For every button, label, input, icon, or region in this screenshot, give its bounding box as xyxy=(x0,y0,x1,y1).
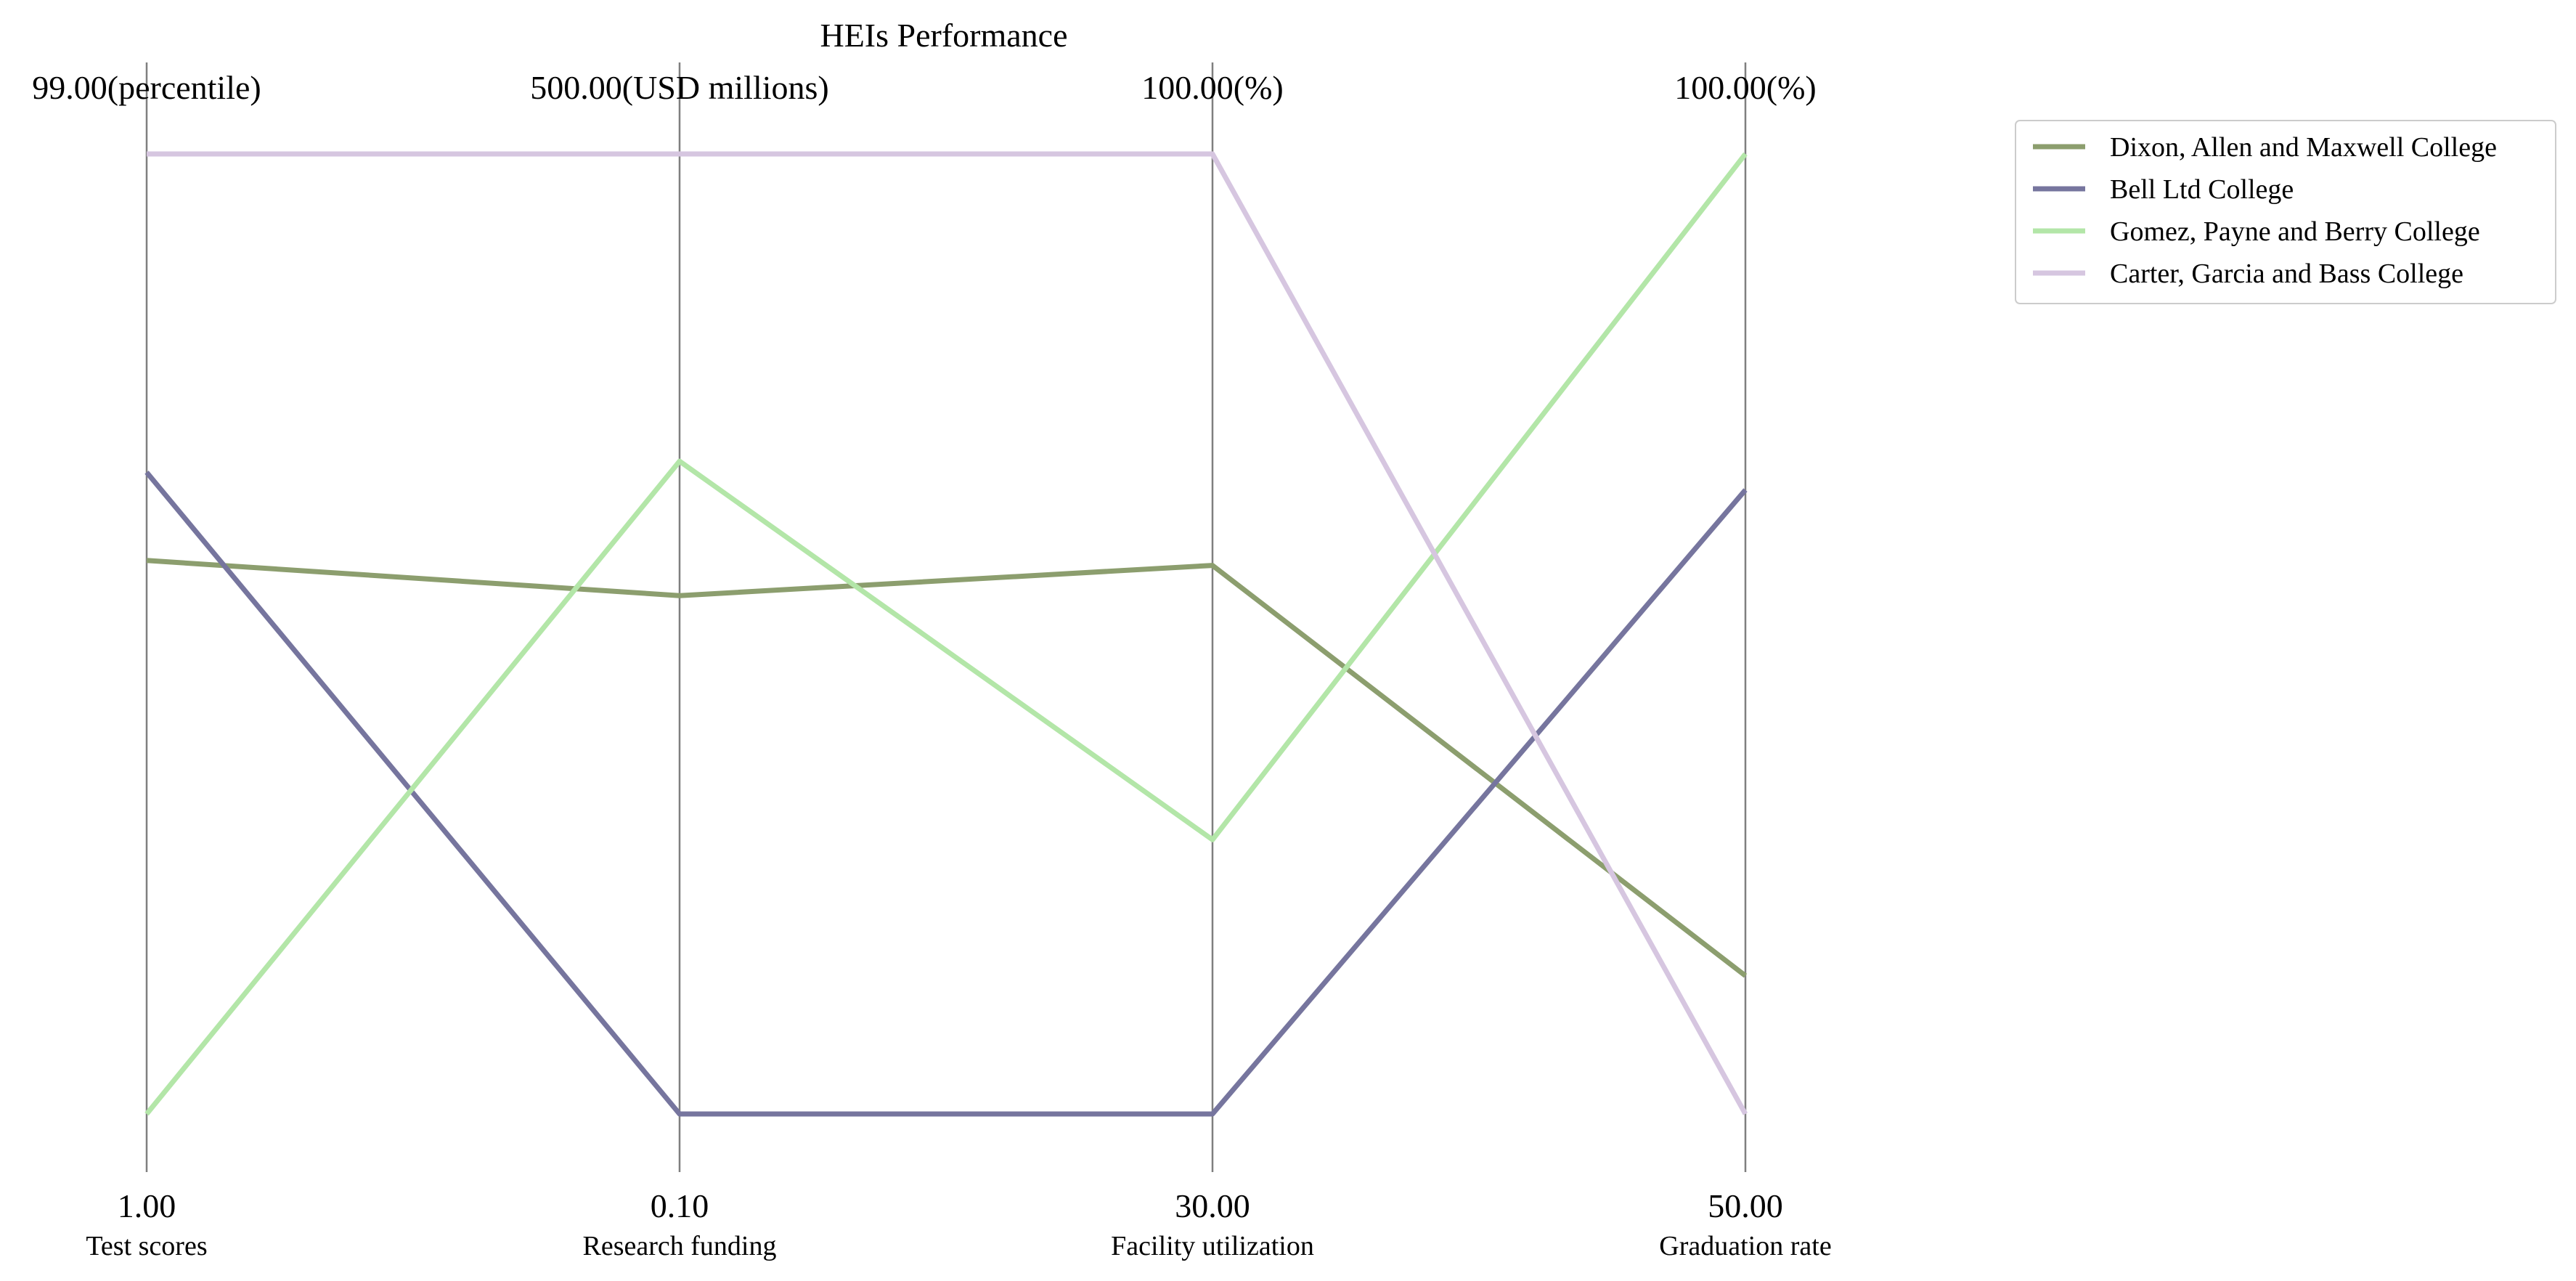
series-line-2 xyxy=(144,152,1748,1116)
axis-min-label-graduation-rate: 50.00 xyxy=(1708,1187,1783,1224)
chart-title: HEIs Performance xyxy=(820,17,1067,54)
legend-label-0: Dixon, Allen and Maxwell College xyxy=(2110,132,2497,163)
axes-layer xyxy=(145,62,1747,1172)
axis-name-test-scores: Test scores xyxy=(86,1231,207,1261)
legend-label-2: Gomez, Payne and Berry College xyxy=(2110,216,2480,247)
legend-label-1: Bell Ltd College xyxy=(2110,174,2294,205)
axis-labels-layer: 99.00(percentile) 1.00 Test scores 500.00(U… xyxy=(32,69,1831,1261)
axis-min-label-facility-utilization: 30.00 xyxy=(1175,1187,1250,1224)
series-line-1 xyxy=(144,471,1748,1117)
legend: Dixon, Allen and Maxwell College Bell Ltd… xyxy=(2015,120,2556,304)
axis-name-facility-utilization: Facility utilization xyxy=(1111,1231,1314,1261)
axis-max-label-research-funding: 500.00(USD millions) xyxy=(530,69,828,106)
series-line-3 xyxy=(147,151,1748,1115)
legend-frame xyxy=(2015,120,2556,304)
axis-min-label-test-scores: 1.00 xyxy=(118,1187,176,1224)
axis-max-label-test-scores: 99.00(percentile) xyxy=(32,69,261,106)
axis-name-graduation-rate: Graduation rate xyxy=(1659,1231,1831,1261)
axis-name-research-funding: Research funding xyxy=(583,1231,777,1261)
series-line-0 xyxy=(146,558,1748,978)
legend-items: Dixon, Allen and Maxwell College Bell Ltd… xyxy=(2033,132,2497,289)
legend-label-3: Carter, Garcia and Bass College xyxy=(2110,259,2463,289)
axis-min-label-research-funding: 0.10 xyxy=(651,1187,709,1224)
axis-max-label-facility-utilization: 100.00(%) xyxy=(1141,69,1283,106)
series-layer xyxy=(144,151,1748,1117)
axis-max-label-graduation-rate: 100.00(%) xyxy=(1674,69,1816,106)
